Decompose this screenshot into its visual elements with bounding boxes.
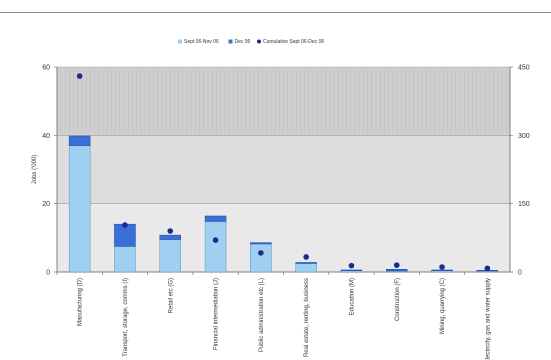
category-label: Transport, storage, comms (I) — [123, 278, 129, 357]
bar-dec — [159, 234, 181, 240]
y2-tick-label: 0 — [518, 270, 522, 277]
bar-sept-nov — [159, 239, 181, 273]
legend-label: Sept 06-Nov 06 — [184, 39, 219, 45]
y2-tick-label: 300 — [518, 133, 530, 140]
cumulative-point — [484, 265, 491, 272]
bar-dec — [340, 269, 363, 271]
bar-dec — [68, 135, 91, 146]
bar-dec — [295, 262, 317, 264]
category-label: Mining, quarrying (C) — [440, 278, 446, 334]
bar-dec — [250, 242, 272, 245]
y2-tick-label: 150 — [518, 201, 530, 208]
category-label: Manufacturing (D) — [78, 278, 84, 326]
y-tick-label: 60 — [42, 65, 50, 72]
category-label: Construction (F) — [395, 278, 401, 321]
cumulative-point — [439, 264, 445, 270]
cumulative-point — [348, 262, 355, 269]
bar-sept-nov — [250, 243, 272, 273]
cumulative-point — [258, 250, 264, 256]
bar-dec — [431, 269, 453, 271]
legend-label: Cumulative Sept 06-Dec 06 — [263, 39, 324, 45]
top-rule — [0, 12, 551, 13]
legend-label: Dec 06 — [235, 39, 251, 45]
category-label: Real estate, renting, business — [304, 278, 310, 357]
cumulative-point — [167, 228, 174, 234]
legend-marker — [257, 39, 261, 44]
y-tick-label: 0 — [46, 270, 50, 277]
bar-sept-nov — [114, 246, 136, 273]
cumulative-point — [76, 73, 83, 79]
category-label: Public administration etc (L) — [259, 278, 265, 352]
y-tick-label: 40 — [42, 133, 50, 140]
y-axis-title: Jobs ('000) — [32, 155, 38, 185]
bar-sept-nov — [295, 263, 317, 273]
category-label: Education (M) — [349, 278, 355, 315]
cumulative-point — [303, 254, 309, 260]
legend-swatch — [178, 39, 182, 44]
cumulative-point — [212, 237, 219, 243]
background-band-middle — [57, 135, 510, 204]
bar-dec — [386, 269, 408, 272]
bar-sept-nov — [204, 221, 227, 273]
bar-dec — [204, 215, 227, 222]
bar-sept-nov — [68, 145, 91, 273]
cumulative-point — [122, 222, 128, 228]
category-label: Retail etc (G) — [168, 278, 174, 313]
cumulative-point — [393, 262, 400, 268]
category-label: Financial intermediation (J) — [214, 278, 220, 350]
y-tick-label: 20 — [42, 201, 50, 208]
category-label: Electricity, gas and water supply — [485, 278, 491, 360]
legend-swatch — [228, 39, 233, 44]
y2-tick-label: 450 — [518, 65, 530, 72]
